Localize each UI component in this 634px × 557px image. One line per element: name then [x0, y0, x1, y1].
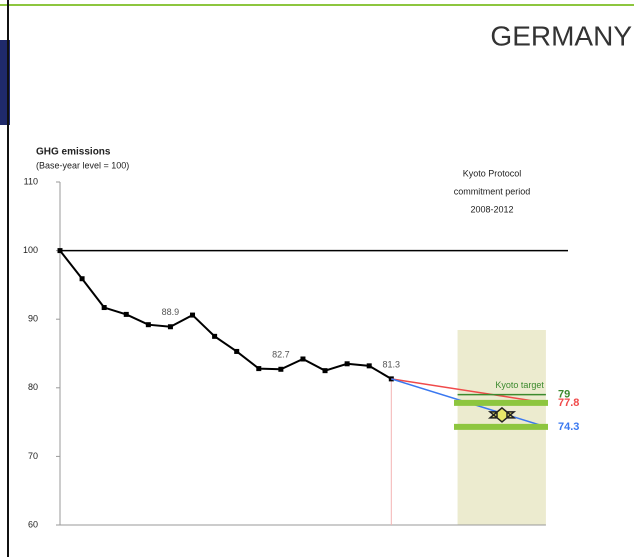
- point: [212, 333, 218, 339]
- end-label: 77.8: [558, 397, 579, 409]
- point: [79, 276, 85, 282]
- point: [300, 356, 306, 362]
- y-label: GHG emissions: [36, 147, 111, 158]
- y-tick-label: 100: [23, 245, 38, 255]
- data-label: 81.3: [383, 359, 401, 369]
- y-tick-label: 70: [28, 451, 38, 461]
- point: [278, 366, 284, 372]
- series-line: [59, 249, 392, 380]
- point: [57, 248, 63, 254]
- y-tick-label: 60: [28, 519, 38, 529]
- annotation: Kyoto Protocol: [463, 168, 522, 178]
- annotation: 2008-2012: [470, 204, 513, 214]
- point: [145, 322, 151, 328]
- end-label: 79: [558, 389, 570, 401]
- point: [190, 312, 196, 318]
- gap-arrow: [487, 406, 517, 423]
- chart-title: GERMANY: [490, 20, 632, 51]
- annotation: commitment period: [454, 186, 531, 196]
- data-label: 82.7: [272, 350, 290, 360]
- end-label: 74.3: [558, 421, 579, 433]
- point: [101, 305, 107, 311]
- y-tick-label: 110: [24, 176, 38, 186]
- y-tick-label: 90: [28, 314, 38, 324]
- series-name: Kyoto target: [495, 380, 544, 390]
- series-line: [391, 378, 547, 404]
- y-sublabel: (Base-year level = 100): [36, 160, 129, 170]
- point: [344, 361, 350, 367]
- point: [123, 311, 129, 317]
- point: [234, 348, 240, 354]
- data-label: 88.9: [162, 307, 180, 317]
- point: [366, 363, 372, 369]
- point: [256, 366, 262, 372]
- y-tick-label: 80: [28, 382, 38, 392]
- side-block: [0, 40, 10, 125]
- point: [167, 324, 173, 330]
- point: [322, 368, 328, 374]
